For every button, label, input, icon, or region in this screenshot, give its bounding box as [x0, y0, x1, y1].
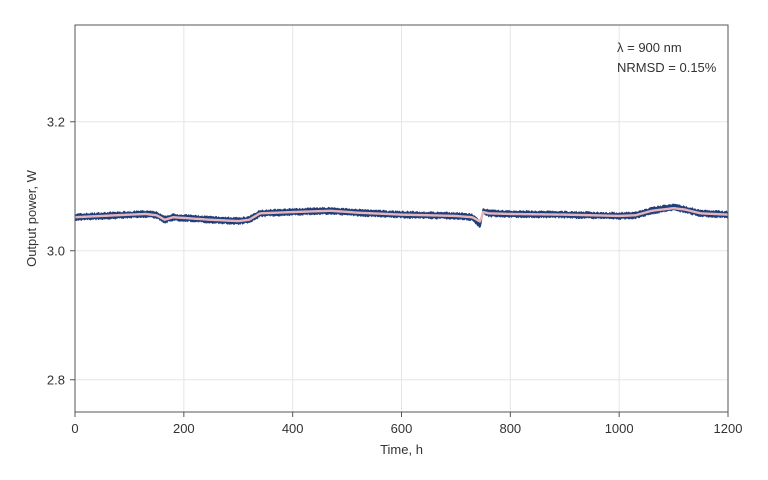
- y-axis-ticks: 2.8 3.0 3.2: [47, 114, 75, 387]
- smoothed-series-line: [74, 207, 729, 223]
- annotation-wavelength: λ = 900 nm: [617, 40, 682, 55]
- y-tick-label: 2.8: [47, 372, 65, 387]
- raw-series-line: [74, 203, 729, 226]
- y-tick-label: 3.2: [47, 114, 65, 129]
- x-axis-ticks: 0 200 400 600 800 1000 1200: [71, 412, 742, 436]
- y-axis-label: Output power, W: [24, 169, 39, 267]
- x-tick-label: 600: [391, 421, 413, 436]
- x-tick-label: 200: [173, 421, 195, 436]
- x-tick-label: 0: [71, 421, 78, 436]
- x-tick-label: 1200: [714, 421, 743, 436]
- x-axis-label: Time, h: [380, 442, 423, 457]
- smoothed-line-path: [74, 207, 729, 223]
- raw-line-path: [74, 203, 729, 226]
- annotation-nrmsd: NRMSD = 0.15%: [617, 60, 717, 75]
- y-tick-label: 3.0: [47, 243, 65, 258]
- x-tick-label: 800: [499, 421, 521, 436]
- x-tick-label: 1000: [605, 421, 634, 436]
- x-tick-label: 400: [282, 421, 304, 436]
